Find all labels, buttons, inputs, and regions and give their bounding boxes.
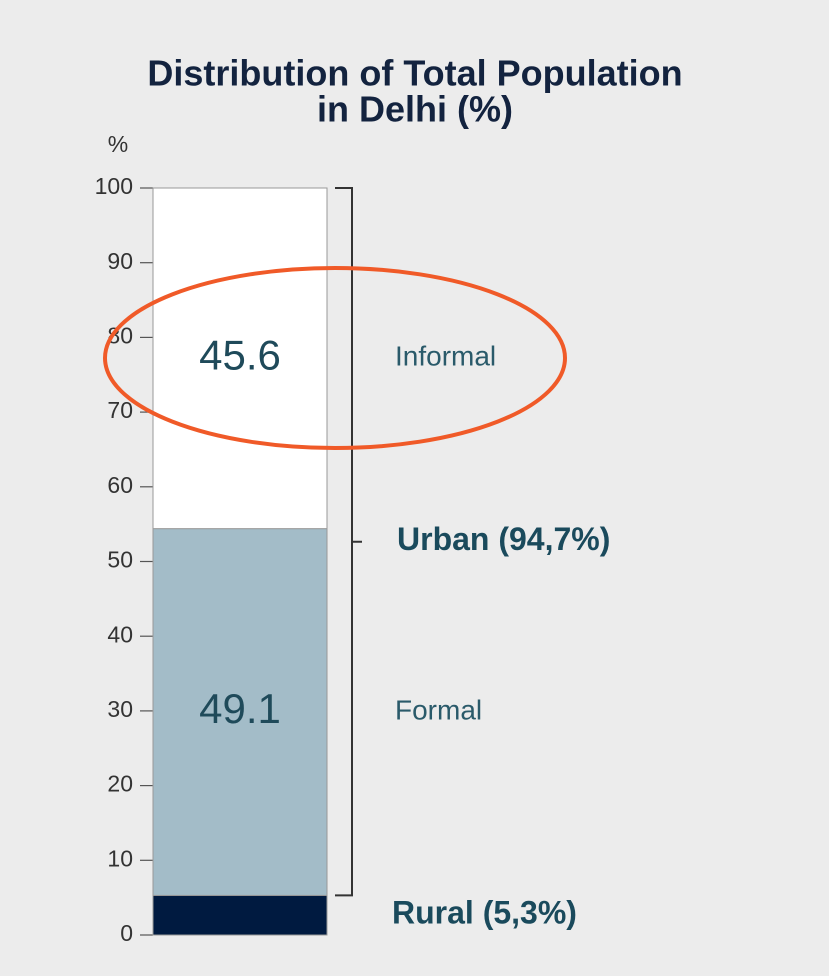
annotation: Urban (94,7%) [397,521,610,557]
bar-segment [152,894,328,936]
y-tick-label: 0 [120,920,133,946]
value-label: 45.6 [199,331,281,378]
bar-segment [152,528,328,896]
y-axis-label: % [108,131,128,157]
y-tick-label: 60 [107,472,133,498]
y-tick-label: 40 [107,621,133,647]
y-tick-label: 90 [107,248,133,274]
series-label: Informal [395,341,496,372]
bracket [335,187,362,897]
bar-segment [152,187,328,530]
y-tick-label: 100 [95,173,133,199]
y-tick-label: 50 [107,547,133,573]
y-tick-label: 10 [107,845,133,871]
highlight-ellipse [103,266,567,450]
chart-title: in Delhi (%) [317,89,513,130]
series-label: Formal [395,694,482,725]
chart-title: Distribution of Total Population [147,53,682,94]
series-label: Rural (5,3%) [392,895,577,931]
value-label: 49.1 [199,685,281,732]
y-tick-label: 70 [107,397,133,423]
y-tick-label: 20 [107,771,133,797]
y-tick-label: 30 [107,696,133,722]
